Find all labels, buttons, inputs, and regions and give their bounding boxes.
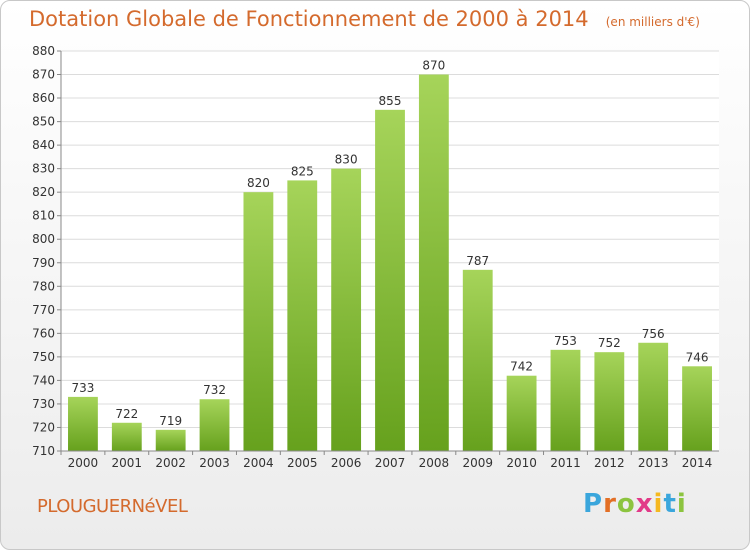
y-tick-label: 800 <box>32 232 55 246</box>
logo-letter: P <box>583 489 604 519</box>
x-tick-label: 2002 <box>155 456 186 470</box>
proxiti-logo[interactable]: Proxiti <box>583 489 687 519</box>
bar-value-label: 825 <box>291 164 314 178</box>
chart-title-block: Dotation Globale de Fonctionnement de 20… <box>29 7 700 31</box>
y-tick-label: 710 <box>32 444 55 458</box>
bar <box>418 74 449 451</box>
y-tick-label: 790 <box>32 256 55 270</box>
y-tick-label: 850 <box>32 115 55 129</box>
x-tick-label: 2007 <box>375 456 406 470</box>
x-tick-label: 2003 <box>199 456 230 470</box>
x-tick-label: 2004 <box>243 456 274 470</box>
bar-value-label: 753 <box>554 334 577 348</box>
x-tick-label: 2008 <box>419 456 450 470</box>
y-tick-label: 870 <box>32 68 55 82</box>
y-tick-label: 750 <box>32 350 55 364</box>
bar <box>155 429 186 451</box>
x-tick-label: 2011 <box>550 456 581 470</box>
y-tick-label: 720 <box>32 420 55 434</box>
bar <box>199 399 230 451</box>
bar <box>68 396 98 451</box>
bar-value-label: 752 <box>598 336 621 350</box>
bar <box>682 366 712 451</box>
commune-name: PLOUGUERNéVEL <box>37 496 188 517</box>
bars: 733 722 719 732 820 825 830 855 870 787 742 753 752 7… <box>68 59 712 452</box>
y-tick-label: 880 <box>32 44 55 58</box>
y-tick-label: 740 <box>32 373 55 387</box>
y-tick-label: 860 <box>32 91 55 105</box>
logo-letter: r <box>603 489 617 519</box>
y-tick-label: 780 <box>32 279 55 293</box>
bar-value-label: 787 <box>466 254 489 268</box>
bar <box>331 168 362 451</box>
y-tick-label: 770 <box>32 303 55 317</box>
bar-value-label: 830 <box>335 153 358 167</box>
chart-title: Dotation Globale de Fonctionnement de 20… <box>29 7 589 31</box>
x-tick-label: 2000 <box>68 456 99 470</box>
x-tick-label: 2006 <box>331 456 362 470</box>
bar-value-label: 719 <box>159 414 182 428</box>
bar <box>506 375 537 451</box>
x-tick-label: 2001 <box>112 456 143 470</box>
y-tick-label: 820 <box>32 185 55 199</box>
x-tick-label: 2005 <box>287 456 318 470</box>
bar-value-label: 820 <box>247 176 270 190</box>
y-tick-label: 830 <box>32 162 55 176</box>
bar <box>111 422 142 451</box>
x-tick-label: 2014 <box>682 456 713 470</box>
bar <box>550 349 581 451</box>
y-tick-label: 810 <box>32 209 55 223</box>
chart-unit: (en milliers d'€) <box>605 15 700 29</box>
bar <box>287 180 318 452</box>
bar-value-label: 722 <box>115 407 138 421</box>
bar-value-label: 870 <box>422 59 445 73</box>
y-tick-label: 840 <box>32 138 55 152</box>
y-tick-label: 730 <box>32 397 55 411</box>
bar <box>375 109 405 451</box>
bar-value-label: 733 <box>71 381 94 395</box>
y-tick-label: 760 <box>32 326 55 340</box>
bar-value-label: 742 <box>510 360 533 374</box>
bar-value-label: 732 <box>203 383 226 397</box>
logo-letter: o <box>616 489 636 519</box>
x-tick-label: 2013 <box>638 456 669 470</box>
bar <box>462 269 493 451</box>
bar-value-label: 746 <box>686 350 709 364</box>
bar <box>243 192 274 452</box>
logo-letter: i <box>676 489 687 519</box>
x-tick-label: 2010 <box>506 456 537 470</box>
axes: 710 720 730 740 750 760 770 780 790 800 810 820 830 8… <box>32 44 719 470</box>
bar <box>594 352 625 451</box>
logo-letter: i <box>653 489 664 519</box>
bar-value-label: 855 <box>379 94 402 108</box>
x-tick-label: 2009 <box>462 456 493 470</box>
logo-letter: x <box>635 489 654 519</box>
bar-value-label: 756 <box>642 327 665 341</box>
logo-letter: t <box>663 489 677 519</box>
bar <box>638 342 669 451</box>
x-tick-label: 2012 <box>594 456 625 470</box>
